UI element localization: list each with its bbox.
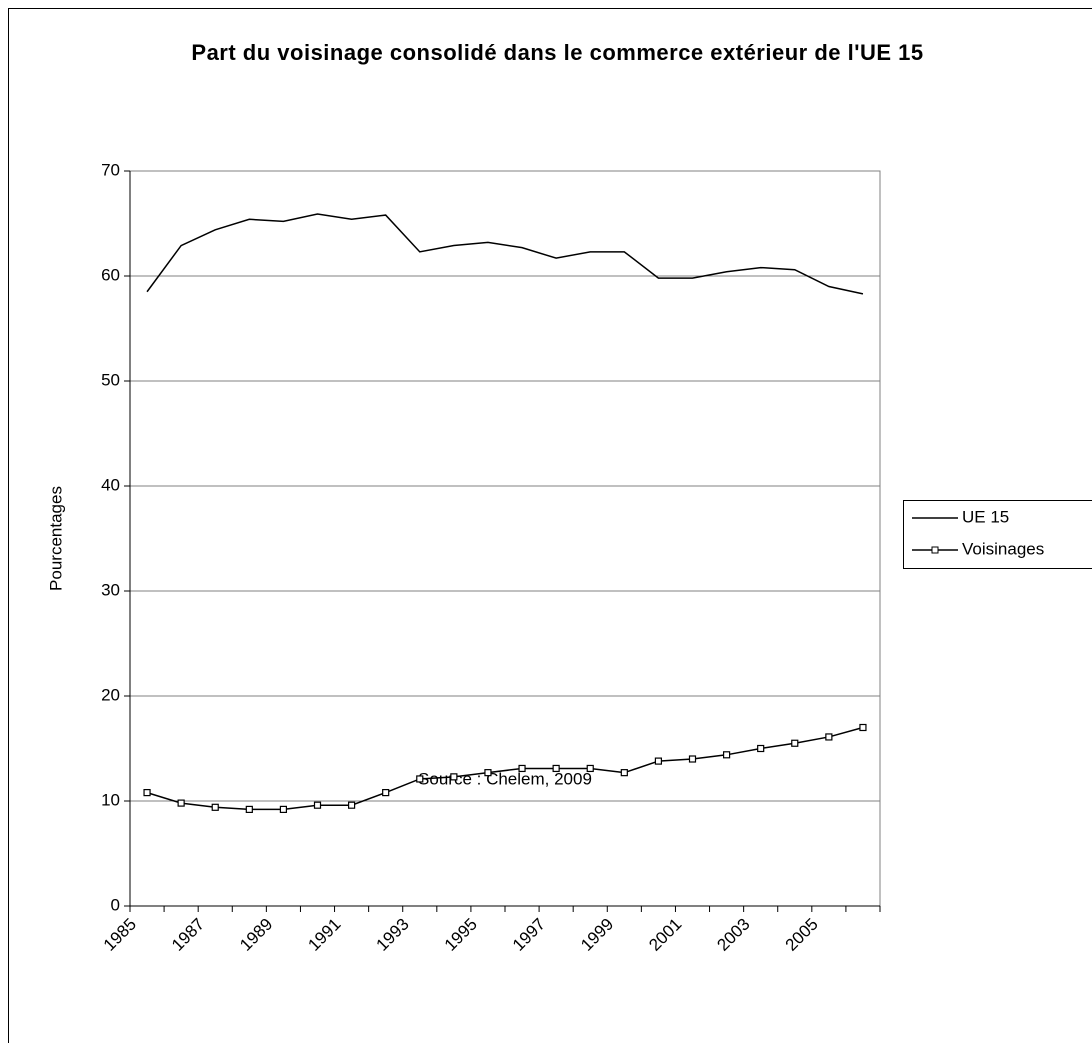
x-tick-label: 1999 (577, 915, 617, 955)
x-tick-label: 1989 (236, 915, 276, 955)
marker (859, 723, 867, 732)
marker (722, 751, 731, 759)
marker (313, 801, 322, 809)
marker (518, 764, 526, 773)
chart-border (8, 8, 1092, 1043)
y-tick-label: 10 (101, 790, 120, 809)
legend-label: Voisinages (962, 539, 1044, 558)
legend-label: UE 15 (962, 507, 1009, 526)
series-line (146, 726, 864, 811)
x-tick-label: 1987 (168, 915, 208, 955)
marker (791, 739, 799, 747)
marker (416, 775, 424, 783)
marker (382, 788, 390, 797)
y-tick-label: 40 (101, 475, 120, 494)
marker (757, 744, 765, 753)
x-axis-label: Source : Chelem, 2009 (418, 769, 592, 788)
x-tick-label: 1997 (509, 915, 549, 955)
y-tick-label: 70 (101, 160, 120, 179)
marker (177, 799, 185, 807)
marker (620, 769, 628, 777)
x-tick-label: 2005 (782, 915, 822, 955)
chart-title: Part du voisinage consolidé dans le comm… (191, 40, 924, 65)
marker (279, 805, 288, 814)
marker (552, 764, 560, 773)
marker (347, 801, 356, 809)
x-tick-label: 1995 (441, 915, 481, 955)
series-line (146, 213, 864, 295)
y-tick-label: 20 (101, 685, 120, 704)
marker (586, 764, 594, 773)
y-axis-label: Pourcentages (46, 486, 65, 591)
marker (688, 755, 697, 763)
x-tick-label: 1993 (373, 915, 413, 955)
marker (825, 733, 833, 741)
y-tick-label: 30 (101, 580, 120, 599)
marker (654, 757, 663, 765)
y-tick-label: 60 (101, 265, 120, 284)
y-tick-label: 0 (111, 895, 120, 914)
marker (143, 788, 151, 797)
plot-area (129, 170, 881, 907)
legend-box (903, 500, 1092, 569)
marker (450, 773, 458, 781)
x-tick-label: 2001 (645, 915, 685, 955)
x-tick-label: 2003 (713, 915, 753, 955)
x-tick-label: 1985 (100, 915, 140, 955)
x-tick-label: 1991 (304, 915, 344, 955)
marker (484, 769, 492, 777)
marker (211, 803, 219, 811)
legend-marker (931, 546, 939, 554)
y-tick-label: 50 (101, 370, 120, 389)
marker (245, 805, 253, 814)
